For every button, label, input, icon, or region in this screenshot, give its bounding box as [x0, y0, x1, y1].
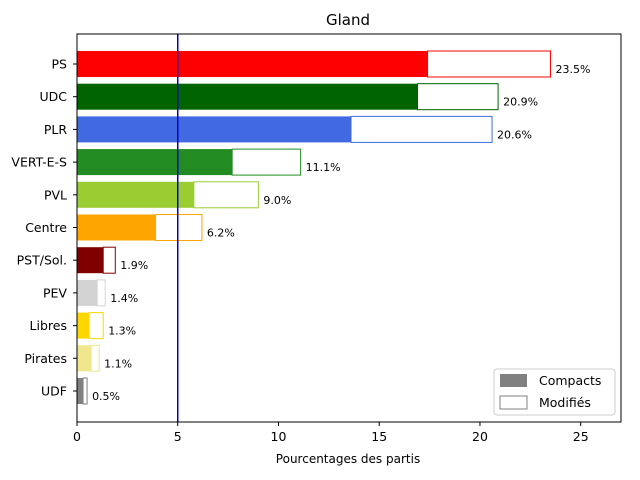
bar-compacts-plr	[77, 116, 352, 143]
bar-compacts-vert-e-s	[77, 149, 233, 176]
value-label-libres: 1.3%	[108, 325, 136, 338]
x-axis-ticks: 0 5 10 15 20 25	[73, 422, 589, 444]
y-tick-label-pev: PEV	[43, 285, 67, 300]
bar-compacts-udf	[77, 378, 84, 404]
value-labels-group: 23.5% 20.9% 20.6% 11.1% 9.0% 6.2% 1.9% 1.4% 1.3%…	[92, 63, 590, 403]
value-label-pirates: 1.1%	[104, 357, 132, 370]
value-label-pvl: 9.0%	[263, 194, 291, 207]
value-label-ps: 23.5%	[555, 63, 590, 76]
x-tick-label-25: 25	[573, 429, 589, 444]
y-tick-label-udf: UDF	[41, 384, 67, 399]
bar-modifies-vert-e-s	[231, 148, 302, 176]
bar-modifies-udf	[82, 377, 88, 405]
x-tick-label-5: 5	[174, 429, 182, 444]
value-label-pst-sol: 1.9%	[120, 259, 148, 272]
x-tick-label-20: 20	[472, 429, 488, 444]
bar-compacts-pvl	[77, 181, 194, 208]
value-label-udf: 0.5%	[92, 390, 120, 403]
bar-compacts-pst-sol	[77, 247, 104, 274]
legend-swatch-modifies	[499, 395, 528, 410]
legend-label-compacts: Compacts	[539, 373, 601, 388]
bar-modifies-libres	[88, 312, 104, 340]
legend: Compacts Modifiés	[493, 368, 616, 416]
value-label-centre: 6.2%	[207, 227, 235, 240]
bar-modifies-centre	[155, 214, 203, 241]
y-tick-label-vert-e-s: VERT-E-S	[11, 155, 67, 170]
y-tick-label-pvl: PVL	[44, 187, 67, 202]
bar-modifies-pirates	[90, 344, 100, 372]
bar-modifies-udc	[417, 83, 499, 111]
bars-group	[77, 50, 551, 405]
y-axis-ticks: PS UDC PLR VERT-E-S PVL Centre PST/Sol. PEV Libr…	[11, 57, 77, 399]
y-tick-label-pst-sol: PST/Sol.	[17, 253, 67, 268]
plot-frame	[76, 33, 622, 423]
value-label-vert-e-s: 11.1%	[306, 161, 341, 174]
legend-swatch-compacts	[500, 374, 527, 387]
y-tick-label-centre: Centre	[25, 220, 67, 235]
bar-compacts-udc	[77, 83, 418, 110]
y-tick-label-udc: UDC	[39, 89, 67, 104]
y-tick-label-libres: Libres	[30, 318, 67, 333]
bar-compacts-libres	[77, 312, 90, 339]
bar-modifies-pvl	[193, 181, 259, 209]
bar-modifies-ps	[427, 50, 551, 78]
x-tick-label-10: 10	[271, 429, 287, 444]
x-tick-label-15: 15	[371, 429, 387, 444]
value-label-udc: 20.9%	[503, 96, 538, 109]
bar-compacts-centre	[77, 214, 156, 241]
bar-modifies-pst-sol	[102, 246, 116, 274]
value-label-pev: 1.4%	[110, 292, 138, 305]
x-tick-label-0: 0	[73, 429, 81, 444]
y-tick-label-pirates: Pirates	[24, 351, 67, 366]
y-tick-label-ps: PS	[52, 57, 68, 72]
bar-compacts-ps	[77, 51, 428, 77]
bar-compacts-pirates	[77, 345, 92, 372]
bar-modifies-pev	[96, 279, 106, 307]
legend-label-modifies: Modifiés	[539, 395, 591, 410]
x-axis-label: Pourcentages des partis	[276, 452, 420, 466]
value-label-plr: 20.6%	[497, 128, 532, 141]
bar-modifies-plr	[350, 115, 493, 143]
chart-title: Gland	[326, 11, 370, 29]
bar-compacts-pev	[77, 279, 98, 306]
y-tick-label-plr: PLR	[44, 122, 68, 137]
